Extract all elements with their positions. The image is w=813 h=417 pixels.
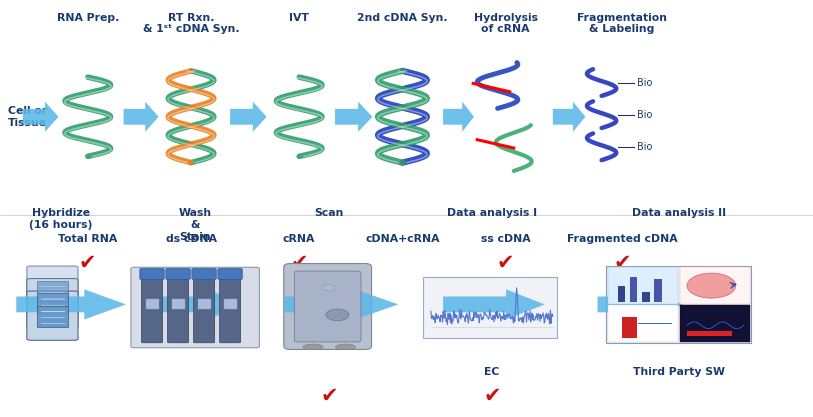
FancyArrow shape — [335, 102, 372, 132]
Circle shape — [326, 309, 349, 321]
FancyBboxPatch shape — [27, 291, 78, 340]
Text: Hybridize
(16 hours): Hybridize (16 hours) — [29, 208, 93, 230]
Text: Wash
&
Stain: Wash & Stain — [179, 208, 211, 242]
FancyArrow shape — [159, 289, 240, 319]
FancyBboxPatch shape — [166, 269, 190, 279]
Text: Bio: Bio — [637, 142, 652, 152]
Text: ✔: ✔ — [613, 253, 631, 273]
Text: Data analysis I: Data analysis I — [447, 208, 537, 219]
Text: Scan: Scan — [315, 208, 344, 219]
Text: Bio: Bio — [637, 110, 652, 120]
Text: cDNA+cRNA: cDNA+cRNA — [365, 234, 440, 244]
FancyBboxPatch shape — [193, 272, 215, 343]
Text: Total RNA: Total RNA — [59, 234, 117, 244]
FancyBboxPatch shape — [423, 277, 557, 338]
Ellipse shape — [336, 344, 356, 350]
FancyBboxPatch shape — [220, 272, 241, 343]
FancyArrow shape — [124, 102, 159, 132]
FancyBboxPatch shape — [27, 266, 78, 315]
Text: RNA Prep.: RNA Prep. — [57, 13, 119, 23]
FancyBboxPatch shape — [131, 267, 259, 348]
Text: Fragmented cDNA: Fragmented cDNA — [567, 234, 677, 244]
FancyBboxPatch shape — [167, 272, 189, 343]
FancyArrow shape — [443, 289, 545, 319]
Text: Bio: Bio — [637, 78, 652, 88]
FancyArrow shape — [598, 289, 683, 319]
Text: cRNA: cRNA — [283, 234, 315, 244]
Bar — [608, 305, 678, 342]
Bar — [146, 299, 159, 309]
FancyBboxPatch shape — [37, 281, 68, 302]
Bar — [654, 279, 662, 302]
FancyBboxPatch shape — [37, 293, 68, 315]
Text: ✔: ✔ — [79, 253, 97, 273]
Bar — [172, 299, 185, 309]
FancyArrow shape — [285, 289, 398, 319]
FancyArrow shape — [443, 102, 474, 132]
FancyBboxPatch shape — [141, 272, 163, 343]
FancyArrow shape — [16, 289, 126, 319]
Ellipse shape — [302, 344, 324, 350]
Text: RT Rxn.
& 1ˢᵗ cDNA Syn.: RT Rxn. & 1ˢᵗ cDNA Syn. — [143, 13, 239, 34]
FancyBboxPatch shape — [140, 269, 164, 279]
Bar — [224, 299, 237, 309]
Text: ✔: ✔ — [320, 386, 338, 406]
Bar — [642, 292, 650, 302]
Bar — [680, 305, 750, 342]
FancyBboxPatch shape — [284, 264, 372, 349]
Text: 2nd cDNA Syn.: 2nd cDNA Syn. — [357, 13, 448, 23]
Text: ✔: ✔ — [497, 253, 515, 273]
Text: ✔: ✔ — [483, 386, 501, 406]
Text: Fragmentation
& Labeling: Fragmentation & Labeling — [577, 13, 667, 34]
Text: Data analysis II: Data analysis II — [632, 208, 726, 219]
Text: Third Party SW: Third Party SW — [633, 367, 725, 377]
FancyBboxPatch shape — [294, 271, 361, 342]
FancyArrow shape — [23, 102, 59, 132]
Text: Hydrolysis
of cRNA: Hydrolysis of cRNA — [474, 13, 537, 34]
Text: ds cDNA: ds cDNA — [166, 234, 216, 244]
Bar — [198, 299, 211, 309]
Text: IVT: IVT — [289, 13, 309, 23]
FancyBboxPatch shape — [27, 279, 78, 328]
Bar — [630, 277, 637, 302]
FancyBboxPatch shape — [37, 306, 68, 327]
FancyArrow shape — [230, 102, 267, 132]
Text: EC: EC — [485, 367, 499, 377]
Text: ✔: ✔ — [290, 253, 308, 273]
Circle shape — [687, 273, 736, 298]
FancyBboxPatch shape — [192, 269, 216, 279]
Bar — [687, 331, 732, 336]
Bar — [622, 317, 637, 338]
FancyArrow shape — [553, 102, 585, 132]
Text: ss cDNA: ss cDNA — [480, 234, 531, 244]
Bar — [618, 286, 625, 302]
FancyBboxPatch shape — [606, 266, 751, 343]
FancyBboxPatch shape — [218, 269, 242, 279]
Text: Cell or
Tissue: Cell or Tissue — [8, 106, 47, 128]
Circle shape — [323, 284, 336, 291]
Bar — [680, 267, 750, 304]
Bar — [608, 267, 678, 304]
